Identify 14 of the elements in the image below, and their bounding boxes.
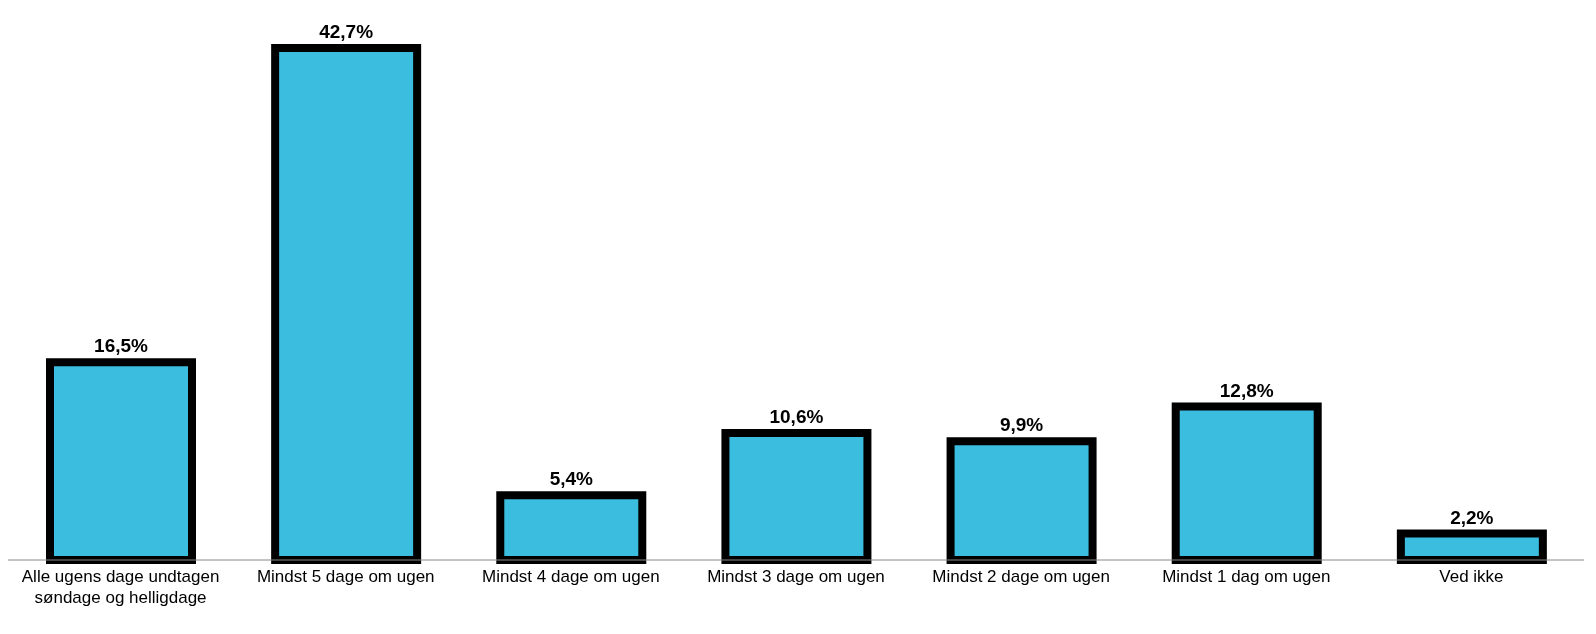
x-tick-label: Alle ugens dage undtagen søndage og helligdage — [21, 567, 220, 607]
x-tick-label: Ved ikke — [1439, 567, 1504, 586]
x-tick-label: Mindst 1 dag om ugen — [1162, 567, 1331, 586]
data-label: 42,7% — [319, 21, 374, 42]
x-tick-label: Mindst 3 dage om ugen — [707, 567, 885, 586]
data-label: 16,5% — [94, 335, 149, 357]
x-tick-label: Mindst 2 dage om ugen — [932, 567, 1110, 586]
data-label: 12,8% — [1219, 379, 1274, 401]
data-label: 5,4% — [549, 468, 594, 490]
x-tick-label: Mindst 4 dage om ugen — [482, 567, 660, 586]
data-label: 10,6% — [769, 405, 824, 427]
data-label: 9,9% — [999, 414, 1044, 436]
data-label: 2,2% — [1450, 506, 1494, 528]
x-tick-label: Mindst 5 dage om ugen — [256, 567, 435, 586]
